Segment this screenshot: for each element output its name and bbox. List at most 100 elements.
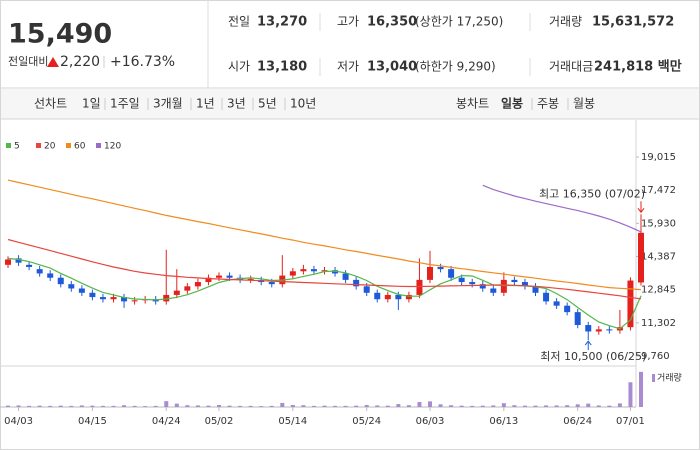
volume-bar: [375, 405, 380, 407]
volume-bar: [259, 406, 264, 407]
candle-body: [78, 288, 85, 293]
candle-body: [574, 312, 581, 326]
tab[interactable]: 1일: [82, 97, 101, 111]
volume-bar: [322, 405, 327, 407]
volume-bar: [185, 405, 190, 407]
info-value: 15,631,572: [592, 15, 674, 30]
candle-body: [110, 297, 117, 300]
candle-body: [268, 282, 275, 285]
volume-bar: [269, 405, 274, 407]
x-tick-label: 06/13: [489, 416, 518, 427]
volume-bar: [354, 405, 359, 407]
volume-bar: [248, 405, 253, 407]
y-tick-label: 11,302: [641, 318, 676, 329]
volume-bar: [396, 404, 401, 407]
volume-bar: [301, 405, 306, 407]
ma-line: [482, 184, 642, 233]
volume-bar: [238, 405, 243, 407]
volume-bar: [290, 404, 295, 407]
candle-body: [458, 277, 465, 283]
candle-body: [205, 277, 212, 283]
volume-bar: [501, 403, 506, 407]
volume-bar: [639, 371, 643, 407]
legend-label: 120: [104, 142, 121, 152]
candle-body: [448, 269, 455, 278]
tab[interactable]: 주봉: [537, 97, 559, 111]
candle-body: [342, 273, 349, 280]
volume-bar: [554, 405, 559, 407]
x-tick-label: 06/03: [416, 416, 445, 427]
y-tick-label: 9,760: [641, 351, 670, 362]
tab[interactable]: 월봉: [573, 97, 595, 111]
candle-body: [310, 269, 317, 272]
info-value: 241,818 백만: [594, 59, 682, 75]
volume-bar: [565, 405, 570, 407]
volume-bar: [79, 405, 84, 407]
candle-body: [521, 282, 528, 287]
volume-bar: [311, 405, 316, 407]
candle-body: [300, 269, 307, 272]
legend-swatch: [6, 143, 11, 148]
candle-body: [532, 286, 539, 293]
legend-swatch: [96, 143, 101, 148]
candle-body: [405, 294, 412, 300]
volume-bar: [122, 405, 127, 407]
volume-bar: [6, 405, 10, 407]
volume-bar: [90, 405, 95, 407]
tab-bar: [1, 89, 699, 119]
tab[interactable]: 1주일: [110, 97, 140, 111]
volume-bar: [596, 405, 601, 407]
candle-body: [47, 273, 54, 278]
volume-bar: [428, 401, 432, 407]
x-tick-label: 04/03: [4, 416, 33, 427]
volume-bar: [280, 402, 285, 407]
volume-bar: [575, 404, 580, 407]
candle-body: [585, 325, 592, 332]
candle-body: [131, 300, 138, 302]
candle-body: [289, 271, 296, 276]
volume-bar: [164, 401, 169, 407]
volume-bar: [459, 405, 464, 407]
tab-group-label: 봉차트: [456, 97, 489, 111]
volume-bar: [143, 406, 148, 407]
low-arrowhead: [584, 340, 592, 346]
candle-body: [500, 279, 507, 293]
candle-body: [638, 232, 644, 283]
tab[interactable]: 3개월: [153, 97, 183, 111]
tab[interactable]: 3년: [227, 97, 246, 111]
volume-bar: [227, 405, 232, 407]
volume-bar: [544, 405, 549, 407]
change-label: 전일대비: [8, 54, 48, 68]
info-label: 고가: [337, 15, 359, 29]
candle-body: [374, 292, 381, 300]
info-value: 16,350: [367, 15, 417, 30]
volume-bar: [586, 403, 591, 407]
y-tick-label: 15,930: [641, 218, 676, 229]
candle-body: [332, 270, 339, 274]
legend-swatch: [36, 143, 41, 148]
volume-bar: [37, 405, 42, 407]
candle-body: [99, 297, 106, 300]
candle-body: [216, 275, 222, 278]
tab[interactable]: 일봉: [501, 97, 523, 111]
candle-body: [437, 266, 444, 270]
volume-bar: [512, 405, 517, 407]
volume-bar: [100, 405, 105, 407]
legend-label: 20: [44, 142, 56, 152]
price: 15,490: [8, 19, 112, 50]
volume-bar: [174, 403, 179, 407]
volume-bar: [343, 405, 348, 407]
tab[interactable]: 1년: [196, 97, 215, 111]
volume-bar: [58, 405, 63, 407]
ma-line: [7, 179, 642, 291]
x-tick-label: 06/24: [563, 416, 592, 427]
tab[interactable]: 5년: [258, 97, 277, 111]
candle-body: [89, 292, 96, 298]
info-label: 시가: [228, 60, 250, 74]
tab[interactable]: 10년: [290, 97, 316, 111]
volume-bar: [16, 405, 21, 407]
candle-body: [68, 284, 75, 289]
volume-bar: [607, 405, 612, 407]
info-label: 거래대금: [549, 60, 593, 74]
